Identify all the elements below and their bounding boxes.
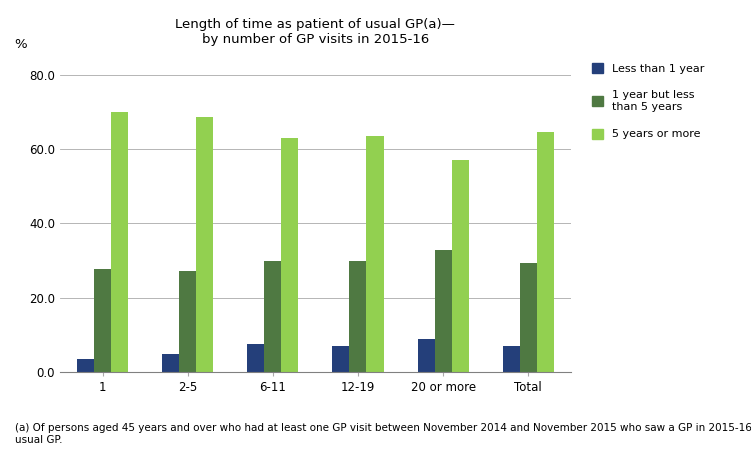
Bar bbox=[537, 133, 553, 372]
Bar bbox=[333, 346, 349, 372]
Bar bbox=[435, 250, 451, 372]
Bar bbox=[366, 136, 384, 372]
Text: Length of time as patient of usual GP(a)—
by number of GP visits in 2015-16: Length of time as patient of usual GP(a)… bbox=[176, 18, 455, 46]
Legend: Less than 1 year, 1 year but less
than 5 years, 5 years or more: Less than 1 year, 1 year but less than 5… bbox=[592, 63, 704, 139]
Bar bbox=[77, 359, 94, 372]
Bar bbox=[349, 261, 366, 372]
Bar bbox=[520, 262, 537, 372]
Bar bbox=[264, 261, 282, 372]
Bar bbox=[111, 112, 128, 372]
Bar bbox=[162, 354, 179, 372]
Text: (a) Of persons aged 45 years and over who had at least one GP visit between Nove: (a) Of persons aged 45 years and over wh… bbox=[15, 423, 751, 445]
Bar bbox=[247, 345, 264, 372]
Bar bbox=[418, 339, 435, 372]
Bar bbox=[196, 118, 213, 372]
Bar bbox=[94, 269, 111, 372]
Text: %: % bbox=[14, 38, 27, 51]
Bar bbox=[179, 271, 196, 372]
Bar bbox=[451, 160, 469, 372]
Bar bbox=[282, 138, 298, 372]
Bar bbox=[502, 346, 520, 372]
